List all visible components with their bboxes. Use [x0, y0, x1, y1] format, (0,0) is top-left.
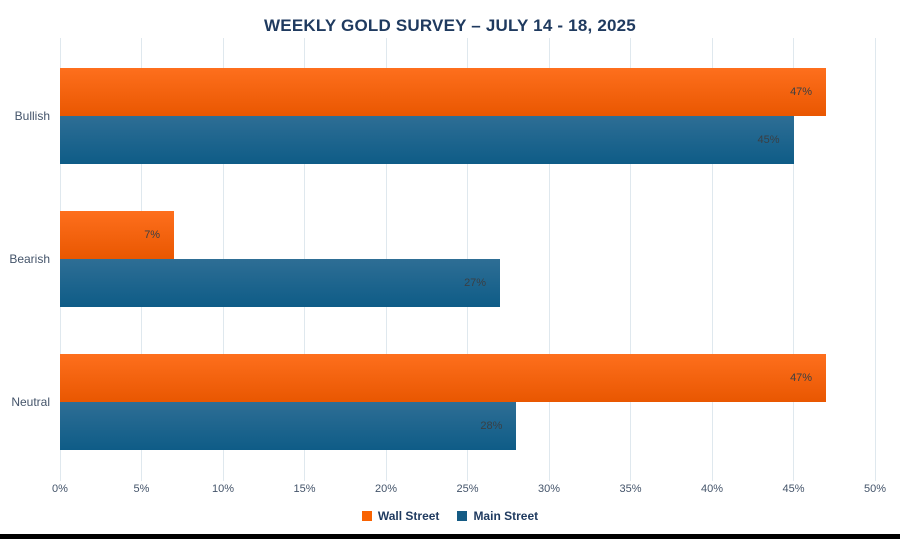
bar-value-label: 7% — [144, 228, 161, 241]
bar-main-street-bullish: 45% — [60, 115, 794, 164]
legend-item-wall-street: Wall Street — [361, 509, 440, 523]
bottom-border — [0, 534, 900, 539]
x-tick-label-15: 15% — [293, 483, 316, 495]
bar-wall-street-bullish: 47% — [60, 67, 827, 116]
x-tick-label-45: 45% — [782, 483, 805, 495]
bar-value-label: 47% — [790, 85, 813, 98]
x-tick-label-50: 50% — [863, 483, 887, 495]
bar-value-label: 28% — [480, 419, 503, 432]
legend-swatch-wall-street — [361, 511, 372, 521]
bar-wall-street-bearish: 7% — [60, 210, 175, 259]
legend-label: Main Street — [473, 509, 539, 523]
category-label-bearish: Bearish — [9, 251, 50, 266]
category-label-neutral: Neutral — [11, 394, 50, 409]
legend-item-main-street: Main Street — [457, 509, 538, 523]
chart-title: WEEKLY GOLD SURVEY – JULY 14 - 18, 2025 — [264, 16, 636, 35]
x-tick-label-5: 5% — [133, 483, 150, 495]
x-tick-label-10: 10% — [211, 483, 235, 495]
x-tick-label-30: 30% — [537, 483, 561, 495]
plot-area: 47% 45% 7% 27% 47% 28% — [60, 44, 875, 473]
bar-wall-street-neutral: 47% — [60, 353, 827, 402]
x-tick-label-20: 20% — [374, 483, 398, 495]
legend-label: Wall Street — [377, 509, 440, 523]
x-tick-label-25: 25% — [456, 483, 479, 495]
bar-main-street-bearish: 27% — [60, 258, 501, 307]
bar-value-label: 45% — [757, 133, 780, 146]
x-tick-label-40: 40% — [700, 483, 724, 495]
bar-main-street-neutral: 28% — [60, 401, 517, 450]
x-tick-label-0: 0% — [52, 483, 68, 495]
bar-value-label: 47% — [790, 371, 813, 384]
legend: Wall Street Main Street — [0, 509, 900, 523]
category-label-bullish: Bullish — [14, 108, 50, 123]
bar-value-label: 27% — [464, 276, 487, 289]
x-tick-label-35: 35% — [619, 483, 642, 495]
legend-swatch-main-street — [457, 511, 468, 521]
